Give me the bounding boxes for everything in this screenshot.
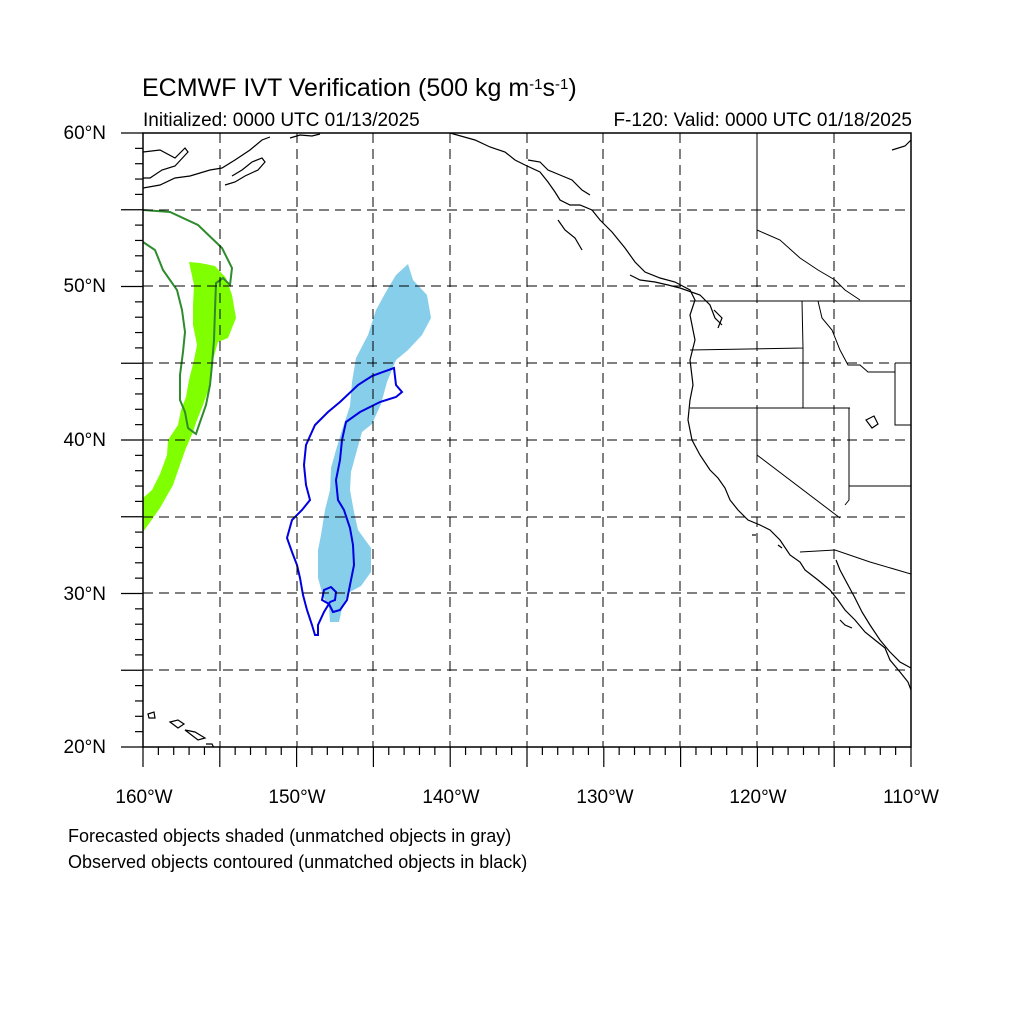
lat-label-30n: 30°N bbox=[63, 584, 106, 605]
lon-label-110w: 110°W bbox=[883, 787, 939, 808]
political-borders bbox=[689, 133, 911, 575]
observed-object-west bbox=[143, 209, 234, 436]
lon-label-140w: 140°W bbox=[422, 787, 480, 808]
legend-note-forecast: Forecasted objects shaded (unmatched obj… bbox=[68, 826, 512, 846]
lat-label-20n: 20°N bbox=[63, 737, 106, 758]
graticule bbox=[143, 133, 911, 747]
lon-label-130w: 130°W bbox=[576, 787, 634, 808]
initialized-time: Initialized: 0000 UTC 01/13/2025 bbox=[143, 110, 420, 131]
forecast-object-west bbox=[143, 262, 236, 532]
lon-label-160w: 160°W bbox=[115, 787, 173, 808]
lat-label-40n: 40°N bbox=[63, 430, 106, 451]
map-title: ECMWF IVT Verification (500 kg m-1s-1) bbox=[142, 74, 577, 102]
observed-object-central bbox=[285, 366, 404, 636]
lon-label-120w: 120°W bbox=[729, 787, 787, 808]
coastlines bbox=[143, 133, 911, 747]
axis-ticks bbox=[121, 132, 912, 767]
valid-time: F-120: Valid: 0000 UTC 01/18/2025 bbox=[613, 110, 912, 131]
lat-label-50n: 50°N bbox=[63, 276, 106, 297]
legend-note-observed: Observed objects contoured (unmatched ob… bbox=[68, 852, 528, 872]
forecast-object-central bbox=[318, 264, 431, 622]
lat-label-60n: 60°N bbox=[63, 123, 106, 144]
lon-label-150w: 150°W bbox=[268, 787, 326, 808]
